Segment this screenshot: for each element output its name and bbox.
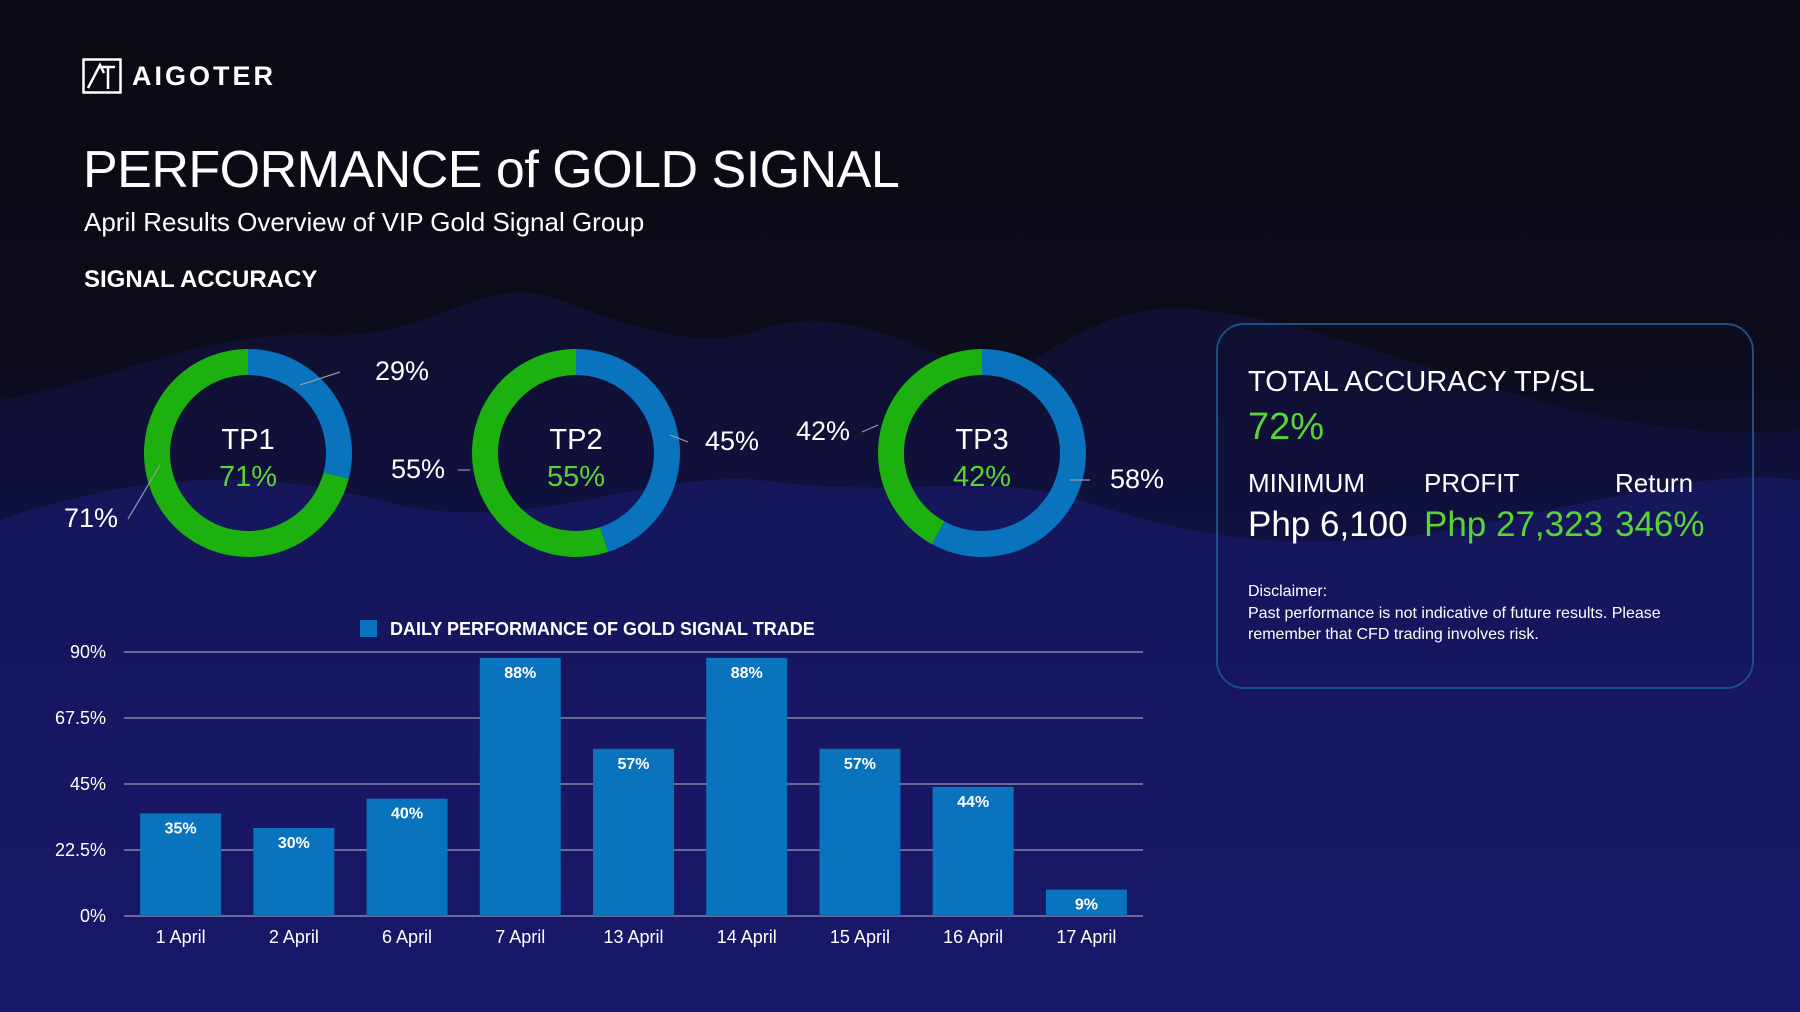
disclaimer-label: Disclaimer: xyxy=(1248,583,1328,600)
signal-accuracy-donuts: 29% 71% TP1 71% 45% 55% TP2 55% 58% 42% TP3 42% xyxy=(64,349,1164,557)
bar-data-label: 40% xyxy=(391,806,423,823)
x-tick-label: 7 April xyxy=(495,927,545,947)
donut-slice-tp2-0 xyxy=(575,349,680,552)
return-value: 346% xyxy=(1615,505,1705,544)
aigoter-logo-icon xyxy=(82,58,122,94)
minimum-label: MINIMUM xyxy=(1248,468,1365,498)
donut-center-value-tp1: 71% xyxy=(219,461,277,493)
donut-slice-label-tp3-0: 58% xyxy=(1110,464,1164,494)
donut-slice-label-tp2-0: 45% xyxy=(705,426,759,456)
summary-panel xyxy=(1216,323,1754,689)
donut-leader-line-tp1-0 xyxy=(299,371,341,386)
donut-leader-line-tp2-0 xyxy=(669,434,689,443)
x-tick-label: 14 April xyxy=(717,927,777,947)
donut-center-value-tp3: 42% xyxy=(953,461,1011,493)
donut-slice-label-tp1-1: 71% xyxy=(64,503,118,533)
donut-slice-tp3-0 xyxy=(931,349,1086,557)
donut-leader-line-tp1-1 xyxy=(127,464,161,520)
y-tick-label: 22.5% xyxy=(55,840,106,860)
disclaimer-text: Past performance is not indicative of fu… xyxy=(1248,605,1661,643)
page-title: PERFORMANCE of GOLD SIGNAL xyxy=(83,141,900,199)
bar xyxy=(253,828,335,916)
donut-center-label-tp3: TP3 xyxy=(955,424,1008,456)
bar xyxy=(1045,889,1127,916)
bar-data-label: 30% xyxy=(278,835,310,852)
donut-slice-label-tp3-1: 42% xyxy=(796,416,850,446)
bar xyxy=(593,748,674,916)
donut-slice-tp1-1 xyxy=(144,349,349,557)
bar-data-label: 35% xyxy=(165,820,197,837)
legend-label: DAILY PERFORMANCE OF GOLD SIGNAL TRADE xyxy=(390,619,815,639)
donut-center-label-tp2: TP2 xyxy=(549,424,602,456)
donut-slice-tp1-0 xyxy=(247,349,352,479)
bar-data-label: 88% xyxy=(504,665,536,682)
brand-name: AIGOTER xyxy=(132,60,277,91)
donut-center-label-tp1: TP1 xyxy=(221,424,274,456)
donut-slice-tp3-1 xyxy=(878,349,983,545)
y-tick-label: 90% xyxy=(70,642,106,662)
x-tick-label: 2 April xyxy=(269,927,319,947)
donut-slice-label-tp1-0: 29% xyxy=(375,356,429,386)
section-heading: SIGNAL ACCURACY xyxy=(84,266,318,293)
daily-performance-bar-chart: DAILY PERFORMANCE OF GOLD SIGNAL TRADE 0%… xyxy=(55,619,1143,947)
return-label: Return xyxy=(1615,468,1694,498)
x-tick-label: 13 April xyxy=(603,927,663,947)
brand-logo: AIGOTER xyxy=(82,58,276,94)
donut-leader-line-tp3-1 xyxy=(861,424,879,433)
bar xyxy=(706,657,788,916)
bar xyxy=(819,748,901,916)
bar xyxy=(479,657,561,916)
y-tick-label: 45% xyxy=(70,774,106,794)
donut-slice-label-tp2-1: 55% xyxy=(391,454,445,484)
y-tick-label: 0% xyxy=(80,906,106,926)
profit-label: PROFIT xyxy=(1424,468,1520,498)
bar xyxy=(140,813,222,916)
bar-data-label: 9% xyxy=(1075,897,1098,914)
bar-data-label: 44% xyxy=(957,794,989,811)
legend-swatch xyxy=(360,620,377,637)
bar-data-label: 57% xyxy=(617,756,649,773)
x-tick-label: 6 April xyxy=(382,927,432,947)
x-tick-label: 16 April xyxy=(943,927,1003,947)
minimum-value: Php 6,100 xyxy=(1248,505,1408,544)
profit-value: Php 27,323 xyxy=(1424,505,1604,544)
bar xyxy=(932,786,1014,916)
total-accuracy-value: 72% xyxy=(1248,406,1325,448)
donut-slice-tp2-1 xyxy=(472,349,609,557)
x-tick-label: 15 April xyxy=(830,927,890,947)
bar xyxy=(366,798,448,916)
total-accuracy-label: TOTAL ACCURACY TP/SL xyxy=(1248,366,1595,398)
page-subtitle: April Results Overview of VIP Gold Signa… xyxy=(84,207,645,237)
donut-center-value-tp2: 55% xyxy=(547,461,605,493)
bar-data-label: 88% xyxy=(731,665,763,682)
bar-data-label: 57% xyxy=(844,756,876,773)
x-tick-label: 1 April xyxy=(156,927,206,947)
y-tick-label: 67.5% xyxy=(55,708,106,728)
x-tick-label: 17 April xyxy=(1056,927,1116,947)
